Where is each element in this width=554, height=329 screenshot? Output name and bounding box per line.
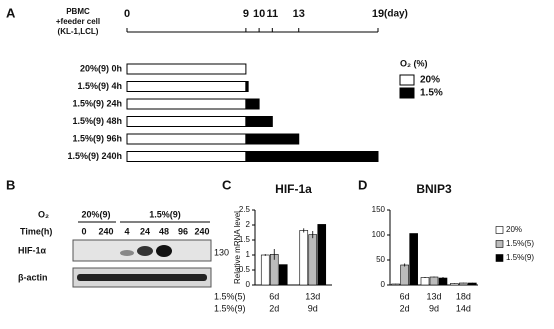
row-header: (KL-1,LCL) bbox=[58, 27, 99, 36]
blot-time: 48 bbox=[159, 226, 169, 236]
legend-swatch bbox=[495, 254, 504, 262]
x-tick-label: 2d bbox=[400, 303, 410, 313]
blot-time: 24 bbox=[140, 226, 150, 236]
x-tick-label: 13d bbox=[305, 291, 320, 301]
segment bbox=[245, 81, 249, 92]
y-tick-label: 0 bbox=[381, 280, 386, 289]
x-tick-label: 6d bbox=[269, 291, 279, 301]
panel-label: B bbox=[6, 177, 15, 192]
blot-row: HIF-1α bbox=[18, 245, 47, 255]
blot-band bbox=[77, 274, 207, 281]
x-tick-label: 9 bbox=[243, 8, 249, 20]
y-tick-label: 2.5 bbox=[239, 205, 251, 214]
segment bbox=[126, 116, 247, 127]
x-tick-label: 14d bbox=[456, 303, 471, 313]
x-tick-label: 9d bbox=[429, 303, 439, 313]
segment bbox=[126, 98, 247, 110]
blot-time-label: Time(h) bbox=[20, 226, 52, 236]
x-tick-label: 6d bbox=[400, 291, 410, 301]
segment bbox=[126, 81, 247, 92]
row-label: 1.5%(9) 4h bbox=[77, 81, 122, 91]
chart-title: BNIP3 bbox=[416, 182, 452, 196]
segment bbox=[245, 98, 260, 110]
panel-label: A bbox=[6, 5, 16, 20]
bar bbox=[438, 277, 448, 286]
y-tick-label: 1.5 bbox=[239, 235, 251, 244]
x-tick-label: 13d bbox=[426, 291, 441, 301]
x-tick-label: 10 bbox=[253, 8, 265, 20]
blot-band bbox=[137, 246, 153, 256]
blot-time: 0 bbox=[81, 226, 86, 236]
bar bbox=[299, 230, 309, 286]
y-tick-label: 0 bbox=[246, 280, 251, 289]
legend-swatch bbox=[399, 87, 415, 99]
blot-group: 1.5%(9) bbox=[149, 209, 181, 219]
bar bbox=[317, 224, 327, 286]
bar bbox=[260, 254, 270, 286]
panel-label: C bbox=[222, 177, 232, 192]
x-tick-label: 11 bbox=[266, 8, 278, 20]
segment bbox=[245, 133, 300, 145]
y-tick-label: 100 bbox=[372, 230, 386, 239]
row-label: 20%(9) 0h bbox=[80, 63, 122, 73]
row-header: PBMC bbox=[66, 7, 90, 16]
row-label: 1.5%(9) 96h bbox=[72, 133, 122, 143]
x-tick-label: 2d bbox=[269, 303, 279, 313]
row-label: 1.5%(5) bbox=[214, 291, 246, 301]
blot-group: 20%(9) bbox=[81, 209, 110, 219]
panel-label: D bbox=[358, 177, 367, 192]
y-tick-label: 50 bbox=[376, 255, 385, 264]
bar bbox=[278, 264, 288, 286]
y-tick-label: 150 bbox=[372, 205, 386, 214]
legend-title: O₂ (%) bbox=[400, 58, 428, 68]
chart-title: HIF-1a bbox=[275, 182, 312, 196]
bar bbox=[459, 282, 468, 286]
blot-row: β-actin bbox=[18, 272, 48, 282]
bar bbox=[420, 277, 430, 286]
blot-time: 240 bbox=[194, 226, 209, 236]
y-tick-label: 1 bbox=[246, 250, 251, 259]
segment bbox=[245, 116, 273, 127]
legend-label: 1.5% bbox=[420, 88, 443, 99]
bar bbox=[409, 233, 418, 286]
bar bbox=[400, 264, 409, 286]
y-tick-label: 0.5 bbox=[239, 265, 251, 274]
legend-label: 1.5%(5) bbox=[506, 239, 534, 248]
blot-time: 4 bbox=[124, 226, 129, 236]
segment bbox=[245, 151, 379, 162]
row-label: 1.5%(9) 24h bbox=[72, 98, 122, 108]
segment bbox=[126, 133, 247, 145]
bar bbox=[468, 282, 477, 286]
legend-swatch bbox=[399, 74, 415, 86]
blot-time: 240 bbox=[98, 226, 113, 236]
row-label: 1.5%(9) bbox=[214, 303, 246, 313]
legend-swatch bbox=[495, 240, 504, 248]
bar bbox=[308, 234, 318, 286]
row-label: 1.5%(9) 48h bbox=[72, 116, 122, 126]
blot-band bbox=[156, 245, 172, 257]
segment bbox=[126, 151, 247, 162]
blot-o2: O₂ bbox=[38, 209, 49, 219]
legend-label: 20% bbox=[506, 225, 522, 234]
blot-marker: 130 bbox=[214, 247, 229, 257]
segment bbox=[126, 63, 247, 75]
legend-swatch bbox=[495, 226, 504, 234]
y-axis-label: Relative mRNA level bbox=[233, 211, 242, 284]
x-tick-label: 13 bbox=[293, 8, 305, 20]
row-label: 1.5%(9) 240h bbox=[67, 151, 122, 161]
legend-label: 1.5%(9) bbox=[506, 253, 534, 262]
blot-band bbox=[120, 250, 134, 256]
bar bbox=[429, 276, 439, 286]
legend-label: 20% bbox=[420, 75, 440, 86]
x-tick-label: 19 bbox=[372, 8, 384, 20]
blot-time: 96 bbox=[178, 226, 188, 236]
x-tick-label: 18d bbox=[456, 291, 471, 301]
row-header: +feeder cell bbox=[56, 17, 100, 26]
x-tick-label: 0 bbox=[124, 8, 130, 20]
y-tick-label: 2 bbox=[246, 220, 251, 229]
x-unit: (day) bbox=[384, 9, 408, 20]
x-tick-label: 9d bbox=[308, 303, 318, 313]
